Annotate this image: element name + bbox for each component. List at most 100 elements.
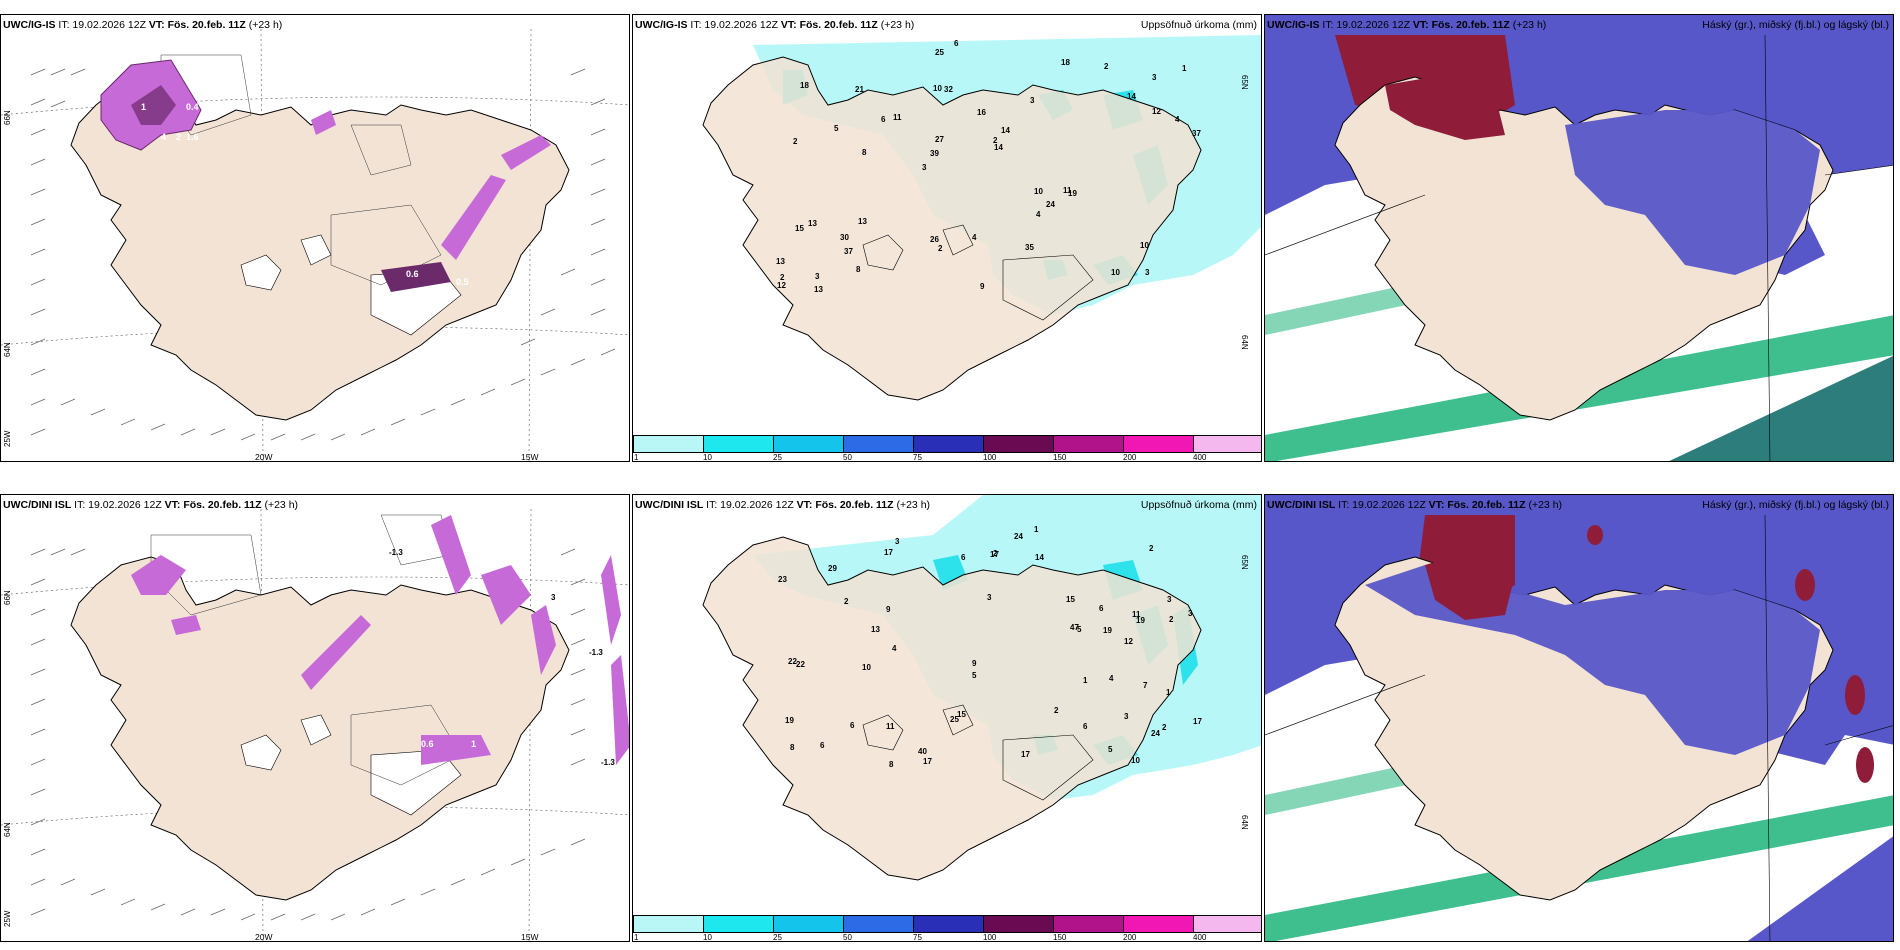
icing-value: 3 (551, 593, 556, 602)
colorbar-swatch (703, 435, 775, 453)
colorbar-swatch (913, 915, 985, 933)
precip-value: 5 (834, 124, 839, 133)
colorbar-swatch (633, 915, 705, 933)
precip-value: 8 (856, 265, 861, 274)
precip-value: 6 (954, 39, 959, 48)
icing-value: 0.4 (186, 102, 199, 112)
precip-value: 13 (808, 219, 817, 228)
precip-value: 2 (938, 244, 943, 253)
precip-value: 25 (935, 48, 944, 57)
icing-value: 0.5 (456, 277, 469, 287)
precip-value: 8 (889, 760, 894, 769)
precip-value: 6 (881, 115, 886, 124)
wind-barbs (30, 68, 616, 441)
precip-value: 21 (855, 85, 864, 94)
precip-value: 6 (850, 721, 855, 730)
lon-label: 25W (3, 910, 12, 927)
colorbar-label: 150 (1053, 453, 1067, 462)
precip-value: 18 (800, 81, 809, 90)
icing-areas (100, 59, 551, 292)
colorbar-swatch (703, 915, 775, 933)
precip-value: 24 (1151, 729, 1160, 738)
colorbar-label: 1 (634, 453, 639, 462)
map-clouds-dini (1265, 495, 1893, 941)
precip-value: 2 (1054, 706, 1059, 715)
precip-value: 24 (1046, 200, 1055, 209)
lat-label: 65N (1240, 75, 1249, 90)
map-icing-igis: 0.4 0.6 0.5 4 2 1.6 1 (1, 28, 629, 461)
precip-value: 14 (1001, 126, 1010, 135)
precip-value: 22 (796, 660, 805, 669)
panel-title: UWC/DINI ISL IT: 19.02.2026 12Z VT: Fös.… (3, 499, 299, 511)
colorbar-swatch (1193, 915, 1261, 933)
colorbar-swatch (983, 915, 1055, 933)
precip-value: 6 (1083, 722, 1088, 731)
icing-values: 0.4 0.6 0.5 4 2 1.6 1 (141, 102, 469, 287)
icing-value: 2 (176, 132, 181, 142)
precip-value: 6 (961, 553, 966, 562)
precip-value: 29 (828, 564, 837, 573)
precip-value: 10 (1131, 756, 1140, 765)
colorbar-label: 25 (773, 933, 782, 942)
panel-title: UWC/DINI ISL IT: 19.02.2026 12Z VT: Fös.… (1267, 499, 1563, 511)
cloud-high-over-land (1385, 75, 1505, 140)
precip-value: 18 (1061, 58, 1070, 67)
colorbar-label: 150 (1053, 933, 1067, 942)
precip-value: 14 (1127, 92, 1136, 101)
lon-label: 15W (521, 452, 539, 462)
icing-value: 1 (141, 102, 146, 112)
precip-value: 3 (987, 593, 992, 602)
precip-value: 14 (994, 143, 1003, 152)
map-precip-igis: 3233331016131113373214191825371012392627… (702, 35, 1261, 401)
precip-value: 12 (1152, 107, 1161, 116)
colorbar-label: 400 (1193, 453, 1207, 462)
lon-label: 25W (3, 430, 12, 447)
iceland-land (702, 56, 1202, 401)
panel-title: UWC/IG-IS IT: 19.02.2026 12Z VT: Fös. 20… (3, 19, 283, 31)
precip-value: 3 (1167, 595, 1172, 604)
icing-value: 0.6 (421, 739, 434, 749)
panel-precip-dini: 3 3 2 3 8 3 11 11 2 2 2 23 12 17 19 29 24 17 15 19 22 22 17 47 4… (632, 494, 1262, 942)
precip-value: 13 (858, 217, 867, 226)
precip-value: 5 (1108, 745, 1113, 754)
lon-label: 20W (255, 932, 273, 942)
icing-value: 1 (471, 739, 476, 749)
panel-icing-dini: -1.3 -1.3 -1.3 3 0.6 1 UWC/DINI ISL IT: … (0, 494, 630, 942)
colorbar-swatch (773, 915, 845, 933)
colorbar-label: 100 (983, 453, 997, 462)
precip-value: 3 (1152, 73, 1157, 82)
colorbar-label: 75 (913, 453, 922, 462)
colorbar: 1 10 25 50 75 100 150 200 400 (633, 435, 1261, 462)
map-clouds-igis (1265, 15, 1893, 461)
lat-label: 65N (1240, 555, 1249, 570)
precip-value: 2 (1104, 62, 1109, 71)
precip-value: 11 (886, 722, 895, 731)
colorbar-swatch (773, 435, 845, 453)
precip-value: 4 (972, 233, 977, 242)
precip-value: 7 (1143, 681, 1148, 690)
colorbar-label: 200 (1123, 453, 1137, 462)
panel-field-label: Háský (gr.), miðský (fj.bl.) og lágský (… (1702, 19, 1889, 31)
domain-lines (1265, 34, 1893, 461)
colorbar-label: 75 (913, 933, 922, 942)
precip-value: 19 (1103, 626, 1112, 635)
precip-value: 12 (1124, 637, 1133, 646)
icing-values: -1.3 -1.3 -1.3 3 0.6 1 (389, 548, 615, 767)
colorbar-label: 10 (703, 453, 712, 462)
precip-value: 15 (795, 224, 804, 233)
precip-value: 6 (1099, 604, 1104, 613)
precip-value: 11 (893, 113, 902, 122)
precip-value: 40 (918, 747, 927, 756)
colorbar-label: 50 (843, 933, 852, 942)
glaciers (862, 704, 1094, 801)
iceland-land (702, 536, 1202, 881)
panel-field-label: Uppsöfnuð úrkoma (mm) (1140, 499, 1257, 511)
precip-value: 17 (884, 548, 893, 557)
precip-value: 2 (793, 137, 798, 146)
precip-value: 10 (862, 663, 871, 672)
precip-value: 47 (1070, 623, 1079, 632)
precip-value: 2 (844, 597, 849, 606)
precip-value: 30 (840, 233, 849, 242)
precip-value: 2 (1169, 615, 1174, 624)
lat-label: 64N (1240, 815, 1249, 830)
